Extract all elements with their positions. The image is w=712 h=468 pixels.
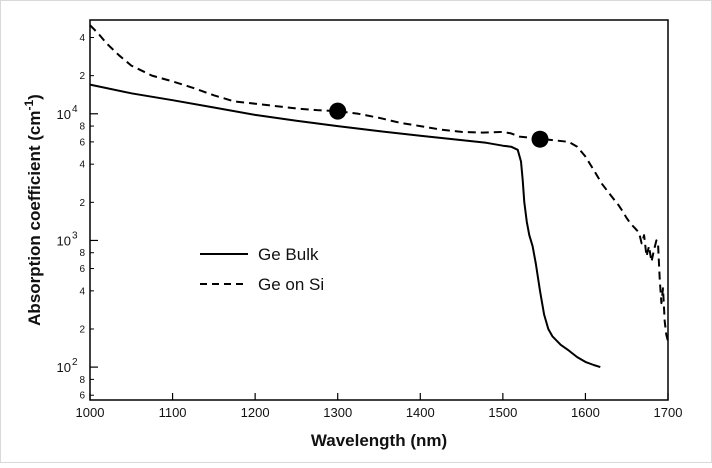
y-minor-tick-label: 2 [79, 198, 85, 209]
y-tick-exponent: 3 [72, 230, 78, 241]
x-axis-title: Wavelength (nm) [311, 431, 447, 450]
y-minor-tick-label: 8 [79, 122, 85, 133]
y-axis-title-main: Absorption coefficient (cm [25, 110, 44, 325]
x-tick-label: 1600 [571, 405, 600, 420]
x-tick-label: 1000 [76, 405, 105, 420]
x-axis: 1000 1100 1200 1300 1400 1500 1600 1700 [76, 393, 683, 420]
y-major-tick-label: 10 [57, 360, 71, 375]
y-axis-title: Absorption coefficient (cm-1) [22, 94, 44, 326]
y-tick-mantissa: 10 [57, 360, 71, 375]
y-minor-tick-label: 6 [79, 137, 85, 148]
y-axis-title-superscript: -1 [22, 99, 36, 110]
y-tick-exponent: 2 [72, 357, 78, 368]
y-minor-tick-label: 4 [79, 33, 85, 44]
y-tick-exponent: 4 [72, 104, 78, 115]
y-minor-tick-label: 2 [79, 324, 85, 335]
y-tick-mantissa: 10 [57, 107, 71, 122]
data-point-marker [329, 102, 347, 120]
y-minor-tick-label: 4 [79, 160, 85, 171]
legend-label-ge-on-si: Ge on Si [258, 275, 324, 294]
x-tick-label: 1200 [241, 405, 270, 420]
y-axis-title-close: ) [25, 94, 44, 100]
x-tick-label: 1400 [406, 405, 435, 420]
data-point-marker [531, 130, 549, 148]
y-minor-tick-label: 4 [79, 286, 85, 297]
y-minor-tick-label: 8 [79, 248, 85, 259]
x-tick-label: 1500 [488, 405, 517, 420]
y-major-tick-label: 10 [57, 107, 71, 122]
x-tick-label: 1100 [159, 405, 187, 420]
y-minor-tick-label: 2 [79, 71, 85, 82]
y-tick-mantissa: 10 [57, 233, 71, 248]
y-major-tick-label: 10 [57, 233, 71, 248]
x-tick-label: 1700 [654, 405, 683, 420]
y-minor-tick-label: 8 [79, 375, 85, 386]
series-line-ge-bulk [89, 83, 601, 369]
series-layer [89, 24, 669, 369]
series-line-ge-on-si [89, 24, 669, 342]
legend: Ge Bulk Ge on Si [200, 245, 324, 294]
y-minor-tick-label: 6 [79, 264, 85, 275]
legend-label-ge-bulk: Ge Bulk [258, 245, 319, 264]
x-tick-label: 1300 [323, 405, 352, 420]
y-minor-tick-label: 6 [79, 391, 85, 402]
plot-frame [89, 19, 669, 401]
